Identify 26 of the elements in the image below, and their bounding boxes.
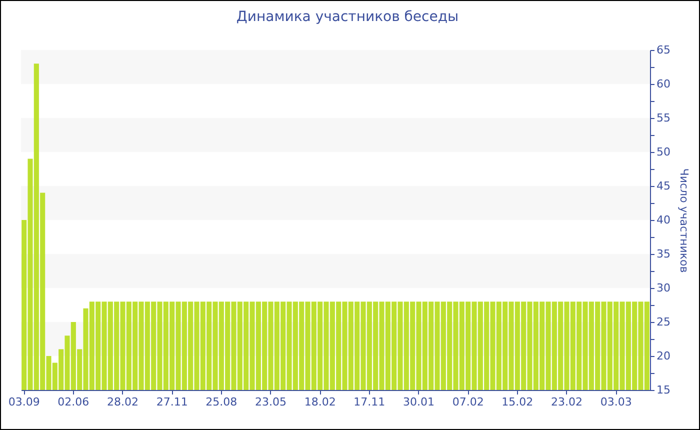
x-tick-label: 25.08 xyxy=(206,396,238,408)
x-tick-label: 30.01 xyxy=(403,396,434,408)
y-axis-title: Число участников xyxy=(677,168,690,273)
x-tick-label: 27.11 xyxy=(156,396,188,408)
y-tick-label: 30 xyxy=(656,282,670,294)
y-tick-label: 25 xyxy=(656,316,670,328)
y-tick-label: 40 xyxy=(656,214,670,226)
y-tick-label: 20 xyxy=(656,350,670,362)
y-tick-label: 65 xyxy=(656,44,670,56)
x-tick-label: 15.02 xyxy=(502,396,534,408)
x-tick-label: 03.09 xyxy=(8,396,40,408)
x-tick-label: 23.02 xyxy=(551,396,582,408)
chart-title: Динамика участников беседы xyxy=(236,9,459,25)
y-tick-label: 55 xyxy=(656,112,670,124)
x-tick-label: 18.02 xyxy=(304,396,336,408)
y-tick-label: 45 xyxy=(656,180,670,192)
x-tick-label: 17.11 xyxy=(354,396,386,408)
x-tick-label: 02.06 xyxy=(58,396,90,408)
x-tick-label: 23.05 xyxy=(255,396,286,408)
x-tick-label: 03.03 xyxy=(600,396,632,408)
y-tick-label: 50 xyxy=(656,146,670,158)
y-tick-label: 15 xyxy=(656,384,670,396)
y-tick-label: 60 xyxy=(656,78,670,90)
x-tick-label: 07.02 xyxy=(452,396,484,408)
x-tick-label: 28.02 xyxy=(107,396,138,408)
y-tick-label: 35 xyxy=(656,248,670,260)
